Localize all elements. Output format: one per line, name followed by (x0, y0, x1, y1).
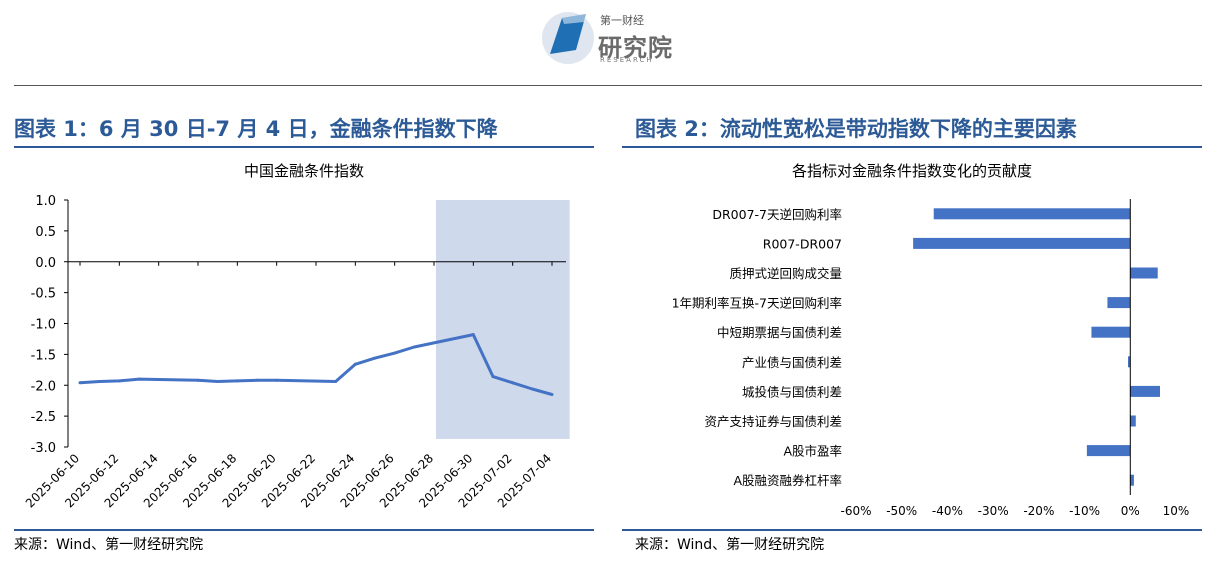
data-point (393, 351, 397, 355)
left-figure-title: 图表 1：6 月 30 日-7 月 4 日，金融条件指数下降 (14, 117, 498, 141)
data-point (530, 387, 534, 391)
bar-chart: DR007-7天逆回购利率 R007-DR007 质押式逆回购成交量 1年期利率互换-… (672, 199, 1190, 518)
data-point (373, 356, 377, 360)
y-tick-label: -1.0 (31, 318, 56, 333)
right-source: 来源：Wind、第一财经研究院 (635, 537, 825, 553)
category-label: 产业债与国债利差 (742, 355, 842, 370)
category-label: 1年期利率互换-7天逆回购利率 (672, 296, 842, 311)
bar (1130, 267, 1158, 279)
category-label: 质押式逆回购成交量 (729, 266, 842, 281)
bar (1130, 415, 1136, 427)
bar (913, 237, 1131, 249)
category-label: 资产支持证券与国债利差 (704, 414, 842, 429)
y-tick-label: -1.5 (31, 348, 56, 363)
bar (1128, 356, 1131, 368)
x-tick-label: -40% (932, 504, 963, 518)
x-tick-label: -30% (978, 504, 1009, 518)
y-tick-label: -0.5 (31, 287, 56, 302)
category-label: 中短期票据与国债利差 (717, 325, 842, 340)
category-label: A股融资融券杠杆率 (733, 473, 842, 488)
bar (1107, 297, 1131, 309)
category-label: A股市盈率 (783, 444, 842, 459)
right-figure-title: 图表 2：流动性宽松是带动指数下降的主要因素 (635, 117, 1077, 141)
category-label: 城投债与国债利差 (742, 384, 842, 399)
logo-brand-tiny: RESEARCH (600, 56, 654, 64)
bar (933, 208, 1131, 220)
x-tick-label: -20% (1023, 504, 1054, 518)
data-point (235, 379, 239, 383)
right-chart-title: 各指标对金融条件指数变化的贡献度 (791, 162, 1032, 180)
data-point (98, 380, 102, 384)
y-tick-label: 0.5 (35, 225, 56, 240)
left-chart-title: 中国金融条件指数 (243, 162, 364, 180)
y-tick-label: -3.0 (31, 441, 56, 456)
bar (1091, 326, 1131, 338)
data-point (491, 375, 495, 379)
data-point (550, 393, 554, 397)
logo: 第一财经 研究院 RESEARCH (540, 6, 680, 70)
data-point (412, 345, 416, 349)
bar (1130, 385, 1160, 397)
data-point (196, 378, 200, 382)
left-title-rule (14, 146, 594, 148)
x-tick-label: -60% (840, 504, 871, 518)
bar (1086, 445, 1131, 457)
data-point (216, 380, 220, 384)
logo-brand-big: 研究院 (598, 34, 673, 62)
data-point (334, 380, 338, 384)
data-point (353, 362, 357, 366)
data-point (471, 333, 475, 337)
y-tick-label: 0.0 (35, 256, 56, 271)
x-tick-label: 10% (1163, 504, 1190, 518)
category-label: DR007-7天逆回购利率 (712, 207, 842, 222)
x-tick-label: -10% (1069, 504, 1100, 518)
left-bottom-rule (14, 529, 594, 531)
header-rule (14, 85, 1202, 86)
data-point (511, 381, 515, 385)
right-bottom-rule (622, 529, 1202, 531)
data-point (78, 381, 82, 385)
x-tick-label: 0% (1121, 504, 1140, 518)
x-tick-label: -50% (886, 504, 917, 518)
y-tick-label: -2.5 (31, 410, 56, 425)
highlight-band (436, 200, 570, 439)
data-point (137, 377, 141, 381)
data-point (275, 378, 279, 382)
category-label: R007-DR007 (763, 236, 842, 251)
y-tick-label: -2.0 (31, 379, 56, 394)
y-tick-label: 1.0 (35, 194, 56, 209)
logo-brand-small: 第一财经 (600, 14, 644, 27)
line-chart: 1.00.50.0-0.5-1.0-1.5-2.0-2.5-3.02025-06… (23, 194, 570, 510)
data-point (117, 379, 121, 383)
left-source: 来源：Wind、第一财经研究院 (14, 537, 204, 553)
data-point (255, 378, 259, 382)
logo-mark-icon (542, 12, 594, 64)
bar (1130, 474, 1134, 486)
right-title-rule (622, 146, 1202, 148)
